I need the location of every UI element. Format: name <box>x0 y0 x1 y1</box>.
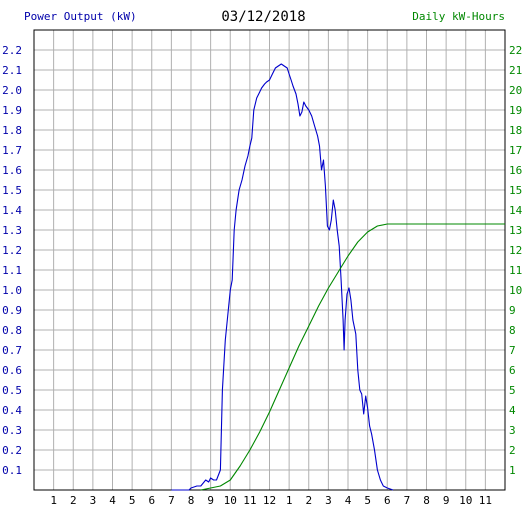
right-tick-label: 17 <box>509 144 522 157</box>
left-tick-label: 1.3 <box>2 224 22 237</box>
left-tick-label: 0.3 <box>2 424 22 437</box>
left-tick-label: 1.9 <box>2 104 22 117</box>
right-tick-label: 16 <box>509 164 522 177</box>
x-tick-label: 6 <box>148 494 155 507</box>
left-tick-label: 0.8 <box>2 324 22 337</box>
right-tick-label: 20 <box>509 84 522 97</box>
left-tick-label: 0.4 <box>2 404 22 417</box>
x-tick-label: 1 <box>50 494 57 507</box>
right-axis-title: Daily kW-Hours <box>412 10 505 23</box>
left-tick-label: 1.6 <box>2 164 22 177</box>
right-tick-label: 4 <box>509 404 516 417</box>
left-axis-title: Power Output (kW) <box>24 10 137 23</box>
left-tick-label: 1.2 <box>2 244 22 257</box>
left-tick-label: 1.8 <box>2 124 22 137</box>
right-tick-label: 12 <box>509 244 522 257</box>
left-tick-label: 2.0 <box>2 84 22 97</box>
x-tick-label: 2 <box>70 494 77 507</box>
x-tick-label: 9 <box>207 494 214 507</box>
x-tick-label: 2 <box>305 494 312 507</box>
x-tick-label: 6 <box>384 494 391 507</box>
left-tick-label: 0.9 <box>2 304 22 317</box>
right-tick-label: 3 <box>509 424 516 437</box>
left-tick-label: 1.0 <box>2 284 22 297</box>
chart-date-title: 03/12/2018 <box>221 9 306 25</box>
left-tick-label: 1.1 <box>2 264 22 277</box>
x-tick-label: 5 <box>129 494 136 507</box>
x-tick-label: 12 <box>263 494 276 507</box>
x-tick-label: 1 <box>286 494 293 507</box>
x-tick-label: 8 <box>423 494 430 507</box>
right-tick-label: 22 <box>509 44 522 57</box>
left-tick-label: 2.2 <box>2 44 22 57</box>
power-series-line <box>171 63 394 491</box>
left-tick-label: 0.5 <box>2 384 22 397</box>
energy-series-line <box>200 223 505 491</box>
x-axis-ticks: 1 2 3 4 5 6 7 8 9 10 11 12 1 2 3 4 5 6 7 8 9 10 11 <box>50 494 492 507</box>
x-tick-label: 9 <box>443 494 450 507</box>
right-tick-label: 5 <box>509 384 516 397</box>
right-tick-label: 10 <box>509 284 522 297</box>
x-tick-label: 3 <box>90 494 97 507</box>
right-tick-label: 7 <box>509 344 516 357</box>
right-tick-label: 2 <box>509 444 516 457</box>
left-axis-ticks: 0.1 0.2 0.3 0.4 0.5 0.6 0.7 0.8 0.9 1.0 1.1 1.2 1.3 1… <box>2 44 22 477</box>
right-tick-label: 18 <box>509 124 522 137</box>
left-tick-label: 1.5 <box>2 184 22 197</box>
x-tick-label: 3 <box>325 494 332 507</box>
x-tick-label: 10 <box>459 494 472 507</box>
right-tick-label: 1 <box>509 464 516 477</box>
x-tick-label: 7 <box>168 494 175 507</box>
grid-lines <box>34 30 505 490</box>
x-tick-label: 11 <box>479 494 492 507</box>
series-lines <box>171 63 505 491</box>
x-tick-label: 10 <box>224 494 237 507</box>
plot-frame <box>33 29 506 491</box>
x-tick-label: 5 <box>364 494 371 507</box>
left-tick-label: 0.6 <box>2 364 22 377</box>
x-tick-label: 4 <box>109 494 116 507</box>
left-tick-label: 1.7 <box>2 144 22 157</box>
left-tick-label: 0.1 <box>2 464 22 477</box>
right-tick-label: 6 <box>509 364 516 377</box>
x-tick-label: 11 <box>243 494 256 507</box>
right-tick-label: 8 <box>509 324 516 337</box>
right-tick-label: 21 <box>509 64 522 77</box>
x-tick-label: 8 <box>188 494 195 507</box>
x-tick-label: 4 <box>345 494 352 507</box>
right-tick-label: 13 <box>509 224 522 237</box>
left-tick-label: 0.2 <box>2 444 22 457</box>
right-tick-label: 14 <box>509 204 523 217</box>
left-tick-label: 2.1 <box>2 64 22 77</box>
right-tick-label: 19 <box>509 104 522 117</box>
right-tick-label: 11 <box>509 264 522 277</box>
left-tick-label: 1.4 <box>2 204 22 217</box>
left-tick-label: 0.7 <box>2 344 22 357</box>
right-tick-label: 9 <box>509 304 516 317</box>
right-tick-label: 15 <box>509 184 522 197</box>
x-tick-label: 7 <box>404 494 411 507</box>
